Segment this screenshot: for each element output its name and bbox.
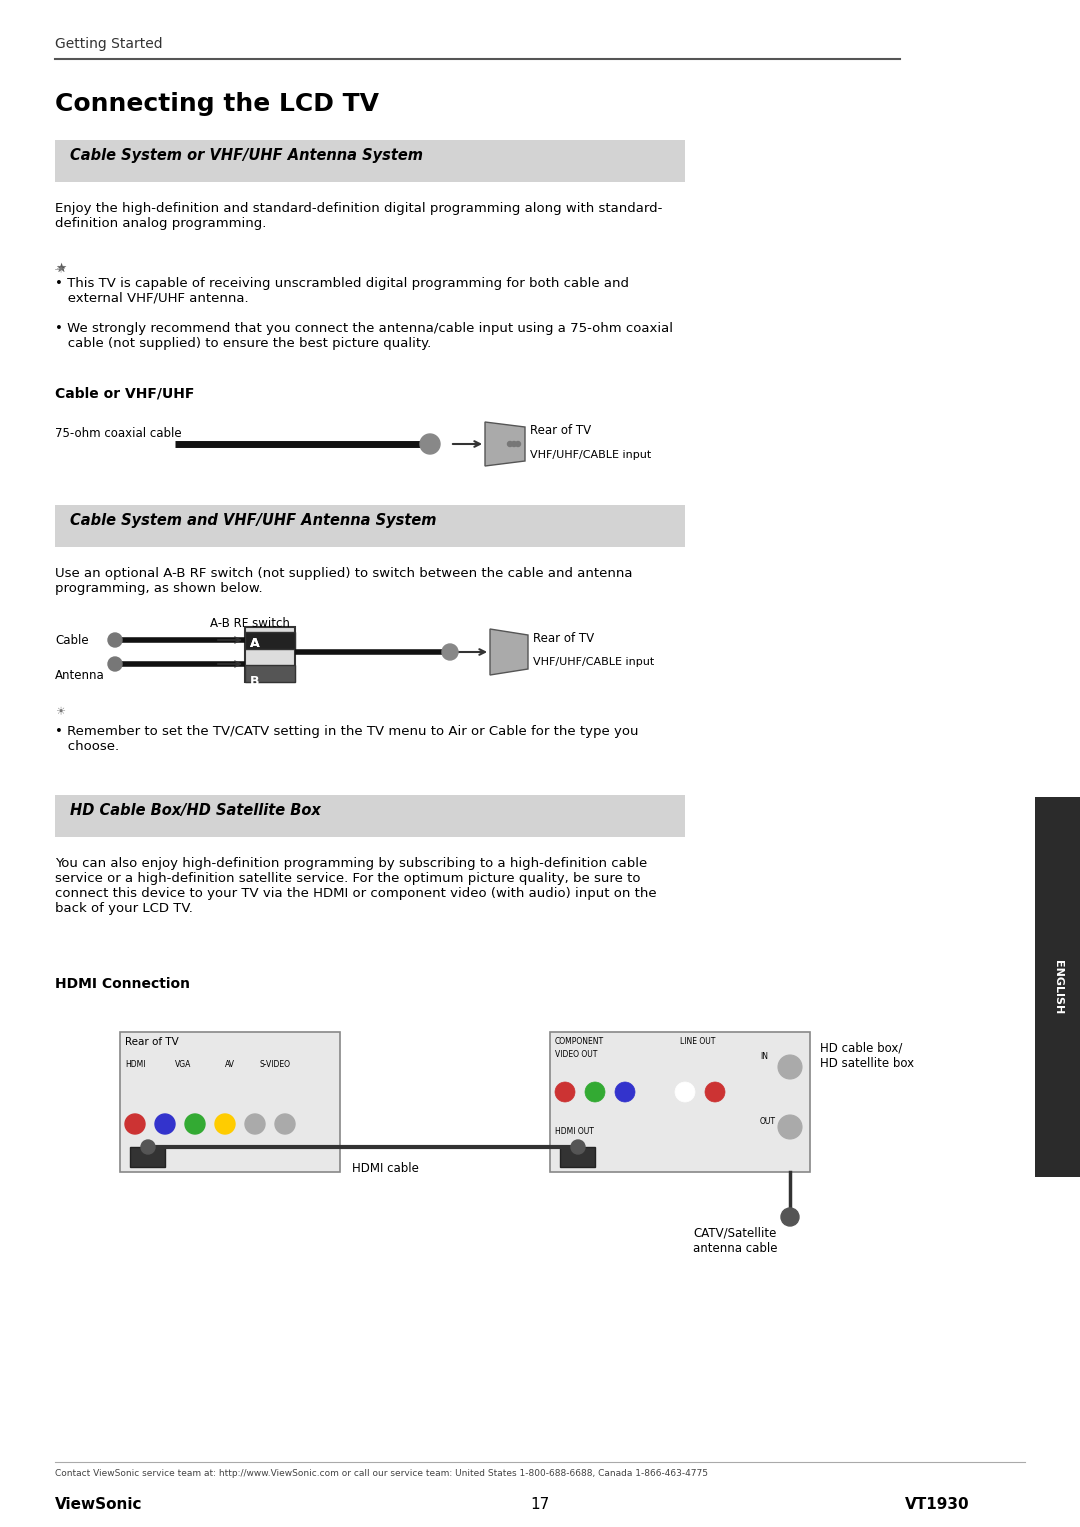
Circle shape <box>275 1115 295 1135</box>
Text: Antenna: Antenna <box>55 669 105 683</box>
Text: B: B <box>249 675 259 689</box>
Text: Rear of TV: Rear of TV <box>534 632 594 644</box>
Text: CATV/Satellite
antenna cable: CATV/Satellite antenna cable <box>692 1228 778 1255</box>
Text: A: A <box>249 637 259 651</box>
Circle shape <box>108 634 122 647</box>
Text: Cable System or VHF/UHF Antenna System: Cable System or VHF/UHF Antenna System <box>70 148 423 163</box>
Bar <box>55 796 685 837</box>
Text: HDMI cable: HDMI cable <box>352 1162 418 1174</box>
Circle shape <box>185 1115 205 1135</box>
Text: A: A <box>249 637 259 651</box>
Text: ☀: ☀ <box>55 707 65 718</box>
Text: 75-ohm coaxial cable: 75-ohm coaxial cable <box>55 428 181 440</box>
Bar <box>55 140 685 182</box>
Circle shape <box>515 441 521 446</box>
Text: You can also enjoy high-definition programming by subscribing to a high-definiti: You can also enjoy high-definition progr… <box>55 857 657 915</box>
Text: HDMI Connection: HDMI Connection <box>55 977 190 991</box>
Text: OUT: OUT <box>760 1116 777 1125</box>
Text: HDMI OUT: HDMI OUT <box>555 1127 594 1136</box>
Text: Contact ViewSonic service team at: http://www.ViewSonic.com or call our service : Contact ViewSonic service team at: http:… <box>55 1469 708 1478</box>
Text: Use an optional A-B RF switch (not supplied) to switch between the cable and ant: Use an optional A-B RF switch (not suppl… <box>55 567 633 596</box>
Circle shape <box>781 1208 799 1226</box>
Circle shape <box>420 434 440 454</box>
Circle shape <box>705 1083 725 1102</box>
Circle shape <box>141 1141 156 1154</box>
Text: • We strongly recommend that you connect the antenna/cable input using a 75-ohm : • We strongly recommend that you connect… <box>55 322 673 350</box>
Bar <box>245 632 295 649</box>
Circle shape <box>508 441 513 446</box>
Text: Rear of TV: Rear of TV <box>125 1037 179 1048</box>
Text: ☀: ☀ <box>55 266 65 275</box>
Circle shape <box>555 1083 575 1102</box>
Polygon shape <box>490 629 528 675</box>
Text: Getting Started: Getting Started <box>55 37 163 50</box>
Text: 17: 17 <box>530 1496 550 1512</box>
Text: HD Cable Box/HD Satellite Box: HD Cable Box/HD Satellite Box <box>70 803 321 818</box>
Text: VHF/UHF/CABLE input: VHF/UHF/CABLE input <box>530 450 651 460</box>
Text: VHF/UHF/CABLE input: VHF/UHF/CABLE input <box>534 657 654 667</box>
Text: ViewSonic: ViewSonic <box>55 1496 143 1512</box>
Text: • Remember to set the TV/CATV setting in the TV menu to Air or Cable for the typ: • Remember to set the TV/CATV setting in… <box>55 725 638 753</box>
Text: VT1930: VT1930 <box>905 1496 970 1512</box>
Circle shape <box>156 1115 175 1135</box>
Circle shape <box>615 1083 635 1102</box>
Circle shape <box>778 1115 802 1139</box>
Circle shape <box>215 1115 235 1135</box>
Circle shape <box>108 657 122 670</box>
Text: VGA: VGA <box>175 1060 191 1069</box>
Text: Rear of TV: Rear of TV <box>530 425 591 437</box>
Circle shape <box>125 1115 145 1135</box>
Bar <box>561 1147 595 1167</box>
Bar <box>120 1032 340 1173</box>
Bar <box>55 505 685 547</box>
Text: HD cable box/
HD satellite box: HD cable box/ HD satellite box <box>820 1041 914 1070</box>
Text: Cable or VHF/UHF: Cable or VHF/UHF <box>55 386 194 402</box>
Circle shape <box>571 1141 585 1154</box>
Text: IN: IN <box>760 1052 768 1061</box>
Text: ★: ★ <box>55 263 66 275</box>
Bar <box>1035 797 1080 1177</box>
Text: Cable System and VHF/UHF Antenna System: Cable System and VHF/UHF Antenna System <box>70 513 436 528</box>
Circle shape <box>512 441 516 446</box>
Circle shape <box>585 1083 605 1102</box>
Text: Cable: Cable <box>55 634 89 647</box>
Text: HDMI: HDMI <box>125 1060 146 1069</box>
Bar <box>130 1147 165 1167</box>
Circle shape <box>675 1083 696 1102</box>
Text: Connecting the LCD TV: Connecting the LCD TV <box>55 92 379 116</box>
Text: AV: AV <box>225 1060 235 1069</box>
Text: • This TV is capable of receiving unscrambled digital programming for both cable: • This TV is capable of receiving unscra… <box>55 276 629 305</box>
Circle shape <box>442 644 458 660</box>
Text: S-VIDEO: S-VIDEO <box>260 1060 291 1069</box>
Text: COMPONENT: COMPONENT <box>555 1037 604 1046</box>
Text: ENGLISH: ENGLISH <box>1053 960 1063 1014</box>
Circle shape <box>778 1055 802 1080</box>
Polygon shape <box>485 421 525 466</box>
Text: VIDEO OUT: VIDEO OUT <box>555 1051 597 1060</box>
Text: Enjoy the high-definition and standard-definition digital programming along with: Enjoy the high-definition and standard-d… <box>55 202 662 231</box>
Text: A-B RF switch: A-B RF switch <box>210 617 289 631</box>
Bar <box>550 1032 810 1173</box>
Bar <box>245 664 295 683</box>
Circle shape <box>245 1115 265 1135</box>
Text: LINE OUT: LINE OUT <box>680 1037 715 1046</box>
Bar <box>245 628 295 683</box>
